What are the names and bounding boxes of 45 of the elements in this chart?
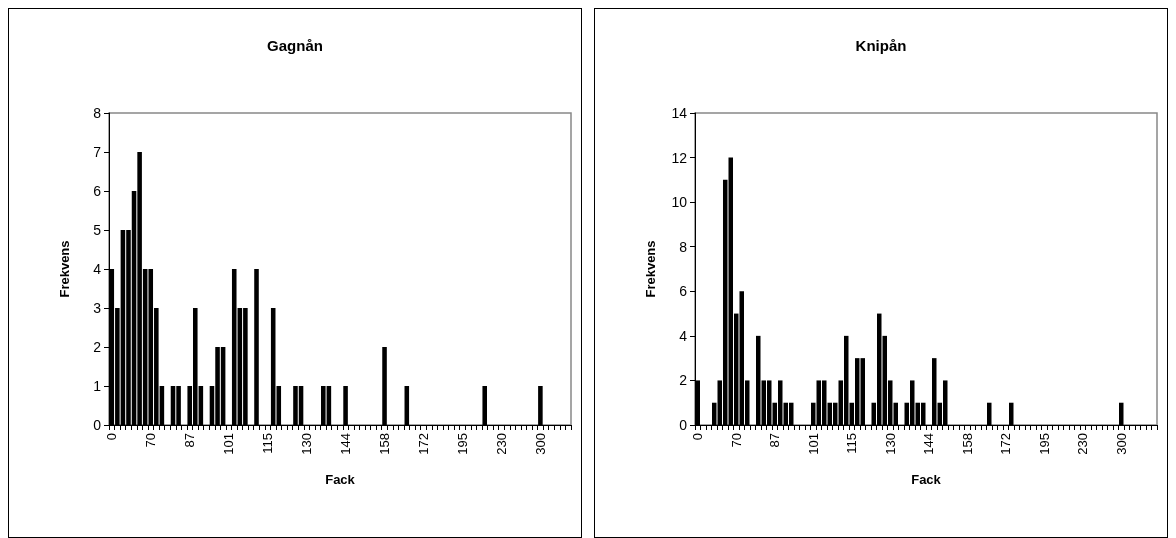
x-tick-label: 70 xyxy=(143,433,159,448)
y-tick-label: 6 xyxy=(93,183,102,199)
x-tick-label: 195 xyxy=(1036,433,1052,455)
x-tick-label: 230 xyxy=(1075,433,1091,455)
x-tick-label: 172 xyxy=(415,433,431,455)
chart-title: Gagnån xyxy=(267,37,323,54)
y-tick-label: 7 xyxy=(93,144,102,160)
x-tick-label: 172 xyxy=(998,433,1014,455)
y-tick-label: 12 xyxy=(671,149,688,166)
x-tick-label: 0 xyxy=(104,433,120,441)
x-tick-label: 158 xyxy=(959,433,975,455)
x-tick-label: 195 xyxy=(454,433,470,455)
x-tick-label: 144 xyxy=(921,433,937,455)
x-tick-label: 300 xyxy=(1113,433,1129,455)
y-tick-label: 4 xyxy=(93,261,102,277)
y-tick-label: 5 xyxy=(93,222,102,238)
x-axis-title: Fack xyxy=(325,472,356,487)
y-tick-label: 14 xyxy=(671,105,688,121)
x-tick-label: 0 xyxy=(690,433,706,441)
y-tick-label: 6 xyxy=(679,283,688,300)
y-tick-label: 8 xyxy=(679,238,688,255)
y-axis-title: Frekvens xyxy=(643,240,658,298)
x-tick-label: 230 xyxy=(493,433,509,455)
x-tick-label: 115 xyxy=(260,433,276,454)
y-tick-label: 10 xyxy=(671,194,688,211)
y-tick-label: 3 xyxy=(93,300,102,316)
x-tick-label: 101 xyxy=(221,433,237,455)
x-tick-label: 130 xyxy=(882,433,898,455)
x-tick-label: 158 xyxy=(377,433,393,455)
x-tick-label: 144 xyxy=(338,433,354,455)
y-axis-title: Frekvens xyxy=(57,240,72,298)
x-axis-title: Fack xyxy=(911,472,942,487)
chart-title: Knipån xyxy=(855,37,907,54)
x-tick-label: 70 xyxy=(728,433,744,448)
y-tick-label: 8 xyxy=(93,105,102,121)
x-tick-label: 115 xyxy=(844,433,860,454)
x-tick-label: 300 xyxy=(532,433,548,455)
y-tick-label: 2 xyxy=(93,339,102,355)
x-tick-label: 130 xyxy=(299,433,315,455)
y-tick-label: 2 xyxy=(679,372,688,389)
y-tick-label: 4 xyxy=(679,327,688,344)
y-tick-label: 1 xyxy=(93,378,102,394)
x-tick-label: 101 xyxy=(805,433,821,455)
x-tick-label: 87 xyxy=(767,433,783,448)
x-tick-label: 87 xyxy=(182,433,198,448)
